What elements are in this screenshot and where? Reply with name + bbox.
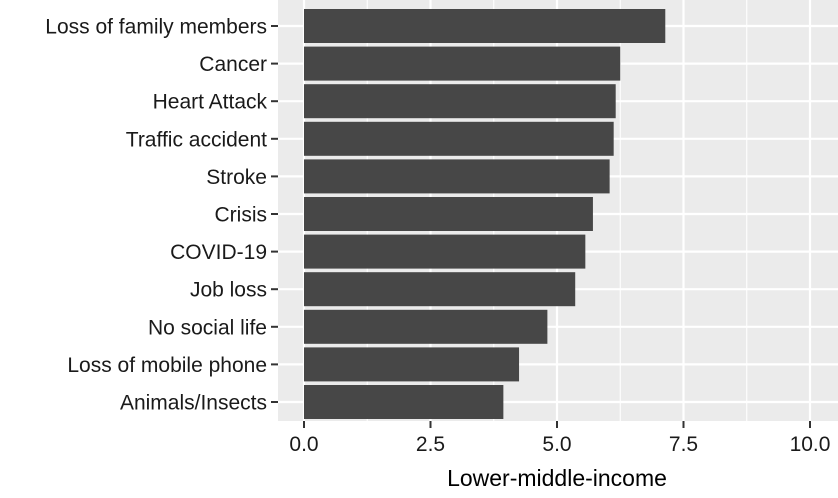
bar	[304, 309, 548, 344]
x-axis-title: Lower-middle-income	[447, 465, 667, 491]
y-tick-label: Heart Attack	[153, 91, 268, 114]
x-tick-label: 7.5	[669, 433, 698, 456]
y-tick-label: COVID-19	[170, 241, 267, 264]
bar	[304, 197, 593, 231]
bar	[304, 159, 610, 194]
y-tick-label: No social life	[148, 316, 267, 339]
bar	[304, 46, 621, 81]
y-tick-label: Animals/Insects	[120, 392, 267, 415]
x-tick-label: 5.0	[542, 433, 571, 456]
x-tick-label: 2.5	[416, 433, 445, 456]
y-tick-label: Loss of mobile phone	[67, 354, 267, 377]
y-tick-label: Stroke	[206, 166, 267, 189]
y-tick-label: Traffic accident	[126, 128, 267, 151]
bar	[304, 347, 520, 382]
y-tick-label: Job loss	[190, 279, 267, 302]
y-tick-label: Loss of family members	[45, 16, 267, 39]
x-tick-label: 10.0	[790, 433, 831, 456]
bar	[304, 385, 504, 419]
bar	[304, 121, 614, 156]
bar	[304, 84, 616, 119]
y-tick-label: Crisis	[215, 204, 268, 227]
bar	[304, 272, 576, 307]
x-tick-label: 0.0	[289, 433, 318, 456]
y-tick-label: Cancer	[199, 53, 267, 76]
bar	[304, 234, 586, 269]
bar	[304, 9, 666, 43]
